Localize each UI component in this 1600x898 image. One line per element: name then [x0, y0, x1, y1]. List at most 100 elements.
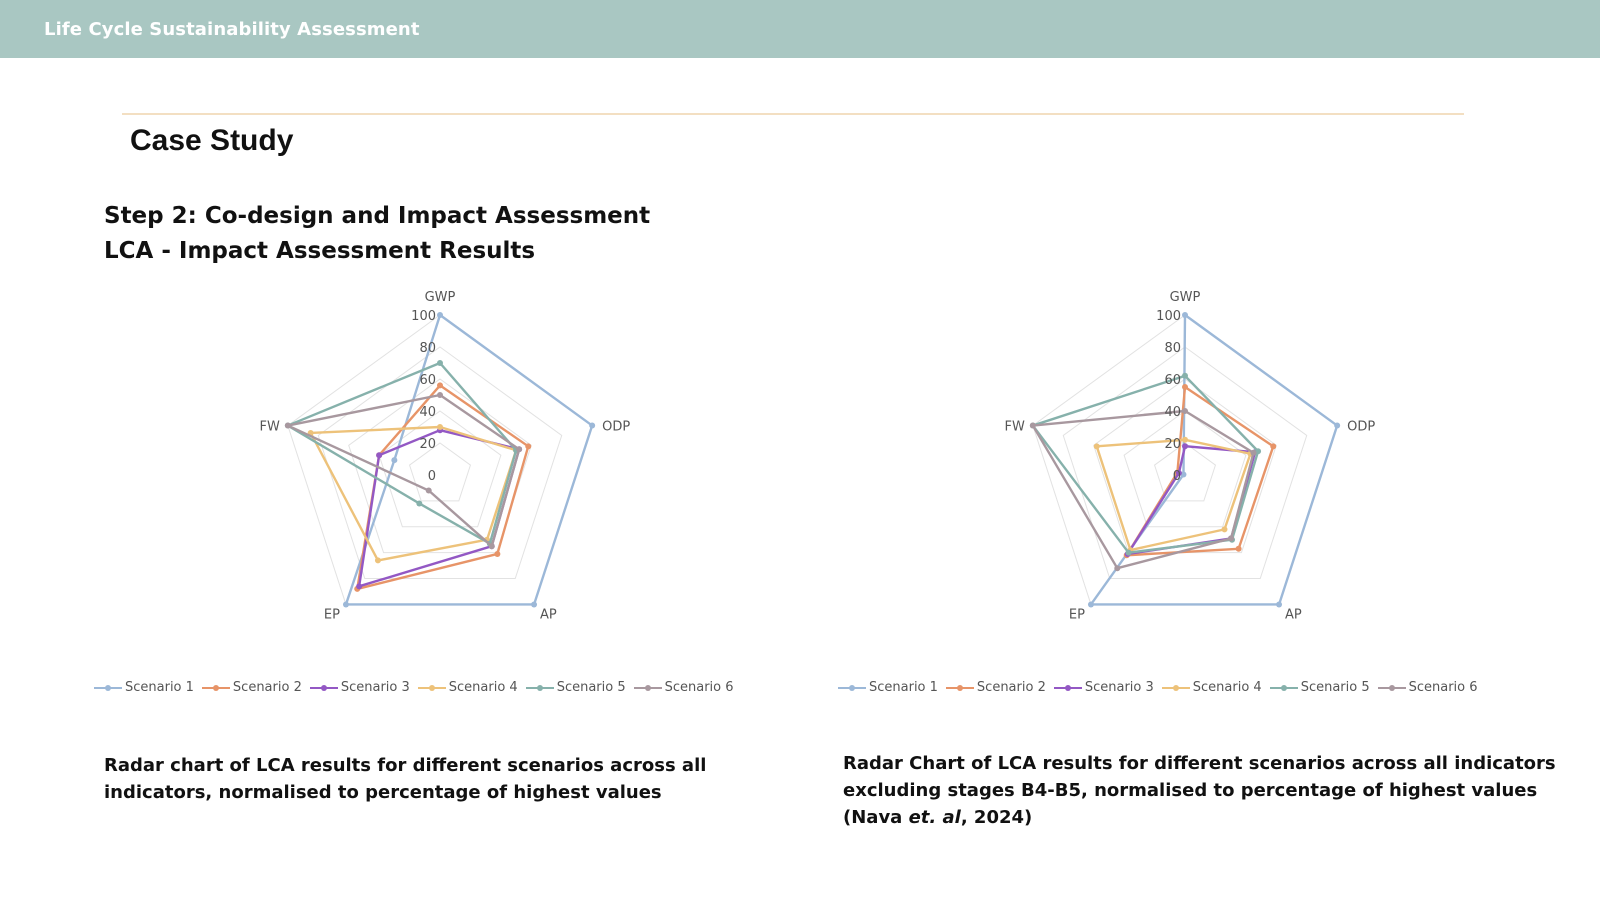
series-line-scenario-6: [1031, 409, 1255, 570]
chart-legend-left: Scenario 1 Scenario 2 Scenario 3 Scenario 4…: [94, 680, 742, 695]
tick-label: 0: [1173, 469, 1181, 484]
radar-chart-excluding-b4-b5: GWP ODP AP EP FW 0 20 40 60 80 100: [1004, 290, 1375, 622]
caption-right-line1: Radar Chart of LCA results for different…: [843, 753, 1556, 774]
legend-item: Scenario 5: [525, 680, 626, 695]
data-point: [437, 382, 443, 389]
legend-swatch: [201, 684, 230, 691]
data-point: [284, 422, 291, 429]
legend-item: Scenario 6: [633, 680, 734, 695]
axis-label-odp: ODP: [1347, 420, 1375, 435]
data-point: [525, 443, 532, 450]
title-divider: [122, 113, 1464, 115]
legend-item: Scenario 4: [1161, 680, 1262, 695]
tick-label: 60: [419, 373, 436, 388]
data-point: [1182, 372, 1188, 379]
legend-label: Scenario 5: [1300, 680, 1370, 695]
data-point: [437, 392, 443, 398]
data-point: [589, 422, 596, 429]
axis-label-odp: ODP: [602, 420, 630, 435]
data-point: [1180, 471, 1187, 478]
series-line-scenario-5: [1031, 374, 1260, 554]
legend-swatch: [633, 684, 662, 691]
data-point: [494, 550, 501, 557]
legend-label: Scenario 4: [448, 680, 518, 695]
tick-label: 100: [411, 309, 436, 324]
data-point: [376, 452, 383, 459]
legend-swatch: [1053, 684, 1082, 691]
data-point: [1029, 422, 1036, 429]
axis-label-ap: AP: [540, 607, 557, 622]
legend-item: Scenario 1: [94, 680, 194, 695]
legend-swatch: [838, 684, 866, 691]
legend-item: Scenario 6: [1377, 680, 1478, 695]
series-line-scenario-3: [357, 428, 521, 588]
axis-label-ep: EP: [1069, 607, 1085, 622]
tick-label: 60: [1164, 373, 1181, 388]
legend-swatch: [525, 684, 554, 691]
tick-label: 80: [1164, 341, 1181, 356]
grid-ring: [348, 378, 532, 554]
grid-ring: [1123, 410, 1247, 528]
tick-label: 40: [1164, 405, 1181, 420]
legend-item: Scenario 2: [945, 680, 1046, 695]
data-point: [1255, 448, 1262, 455]
data-point: [1235, 545, 1242, 552]
data-point: [437, 312, 443, 318]
legend-label: Scenario 1: [125, 680, 194, 695]
tick-label: 80: [419, 341, 436, 356]
legend-swatch: [1161, 684, 1190, 691]
legend-swatch: [309, 684, 338, 691]
caption-left: Radar chart of LCA results for different…: [104, 755, 707, 803]
series-line-scenario-4: [1095, 438, 1252, 552]
legend-swatch: [94, 684, 122, 691]
caption-right-line3: (Nava et. al, 2024): [843, 804, 1563, 831]
data-point: [488, 543, 495, 550]
data-point: [1276, 601, 1283, 608]
axis-label-ap: AP: [1285, 607, 1302, 622]
data-point: [437, 360, 443, 366]
grid-ring: [317, 346, 563, 580]
series-line-scenario-2: [356, 384, 530, 591]
legend-label: Scenario 6: [1408, 680, 1478, 695]
legend-swatch: [945, 684, 974, 691]
data-point: [1182, 312, 1188, 318]
data-point: [342, 601, 349, 608]
page-title: Case Study: [130, 124, 294, 157]
data-point: [1093, 443, 1100, 450]
radar-chart-all-indicators: GWP ODP AP EP FW 0 20 40 60 80 100: [259, 290, 630, 622]
data-point: [1087, 601, 1094, 608]
data-point: [1270, 443, 1277, 450]
tick-label: 40: [419, 405, 436, 420]
axis-label-fw: FW: [259, 420, 279, 435]
legend-label: Scenario 2: [232, 680, 302, 695]
data-point: [1125, 549, 1132, 556]
legend-label: Scenario 3: [340, 680, 410, 695]
legend-item: Scenario 3: [309, 680, 410, 695]
tick-label: 20: [1164, 437, 1181, 452]
data-point: [1182, 384, 1188, 390]
caption-citation-post: , 2024): [960, 807, 1033, 828]
data-point: [1182, 408, 1188, 414]
legend-swatch: [1377, 684, 1406, 691]
legend-item: Scenario 3: [1053, 680, 1154, 695]
data-point: [1175, 470, 1182, 477]
data-point: [516, 446, 523, 453]
legend-label: Scenario 3: [1084, 680, 1154, 695]
data-point: [1250, 449, 1257, 456]
axis-label-gwp: GWP: [425, 290, 456, 305]
caption-right: Radar Chart of LCA results for different…: [843, 750, 1563, 831]
series-line-scenario-5: [286, 361, 518, 545]
legend-label: Scenario 4: [1192, 680, 1262, 695]
tick-label: 0: [428, 469, 436, 484]
caption-citation-italic: et. al: [908, 807, 961, 828]
legend-label: Scenario 6: [664, 680, 734, 695]
legend-swatch: [417, 684, 446, 691]
axis-label-gwp: GWP: [1170, 290, 1201, 305]
series-line-scenario-6: [286, 393, 521, 548]
step-subheading: LCA - Impact Assessment Results: [104, 238, 536, 264]
grid-ring: [1153, 442, 1217, 502]
data-point: [1221, 526, 1228, 533]
header-title: Life Cycle Sustainability Assessment: [44, 19, 420, 40]
legend-item: Scenario 5: [1269, 680, 1370, 695]
series-line-scenario-1: [344, 313, 594, 606]
